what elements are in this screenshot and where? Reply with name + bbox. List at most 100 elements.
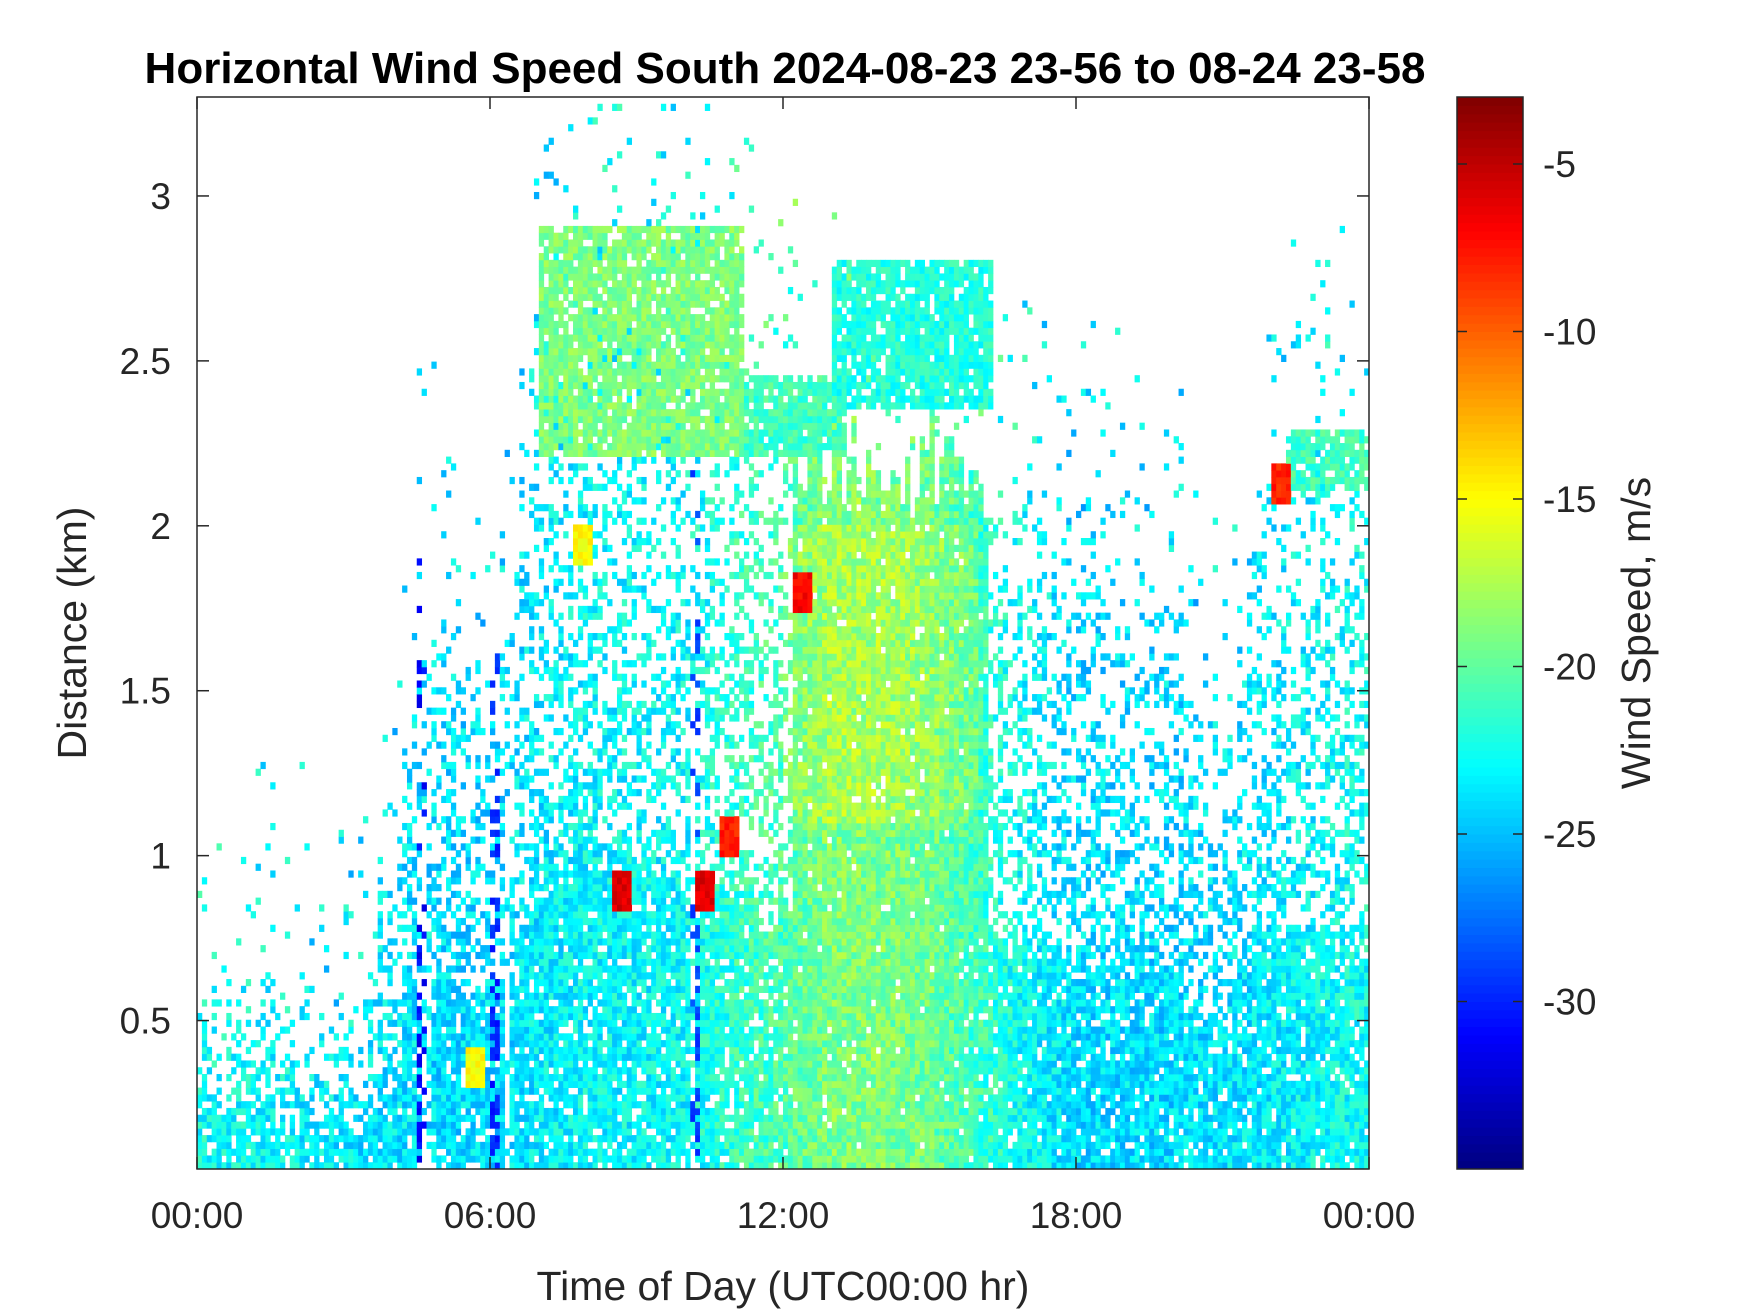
- heatmap-cell: [402, 1141, 408, 1150]
- heatmap-cell: [651, 1107, 657, 1116]
- heatmap-cell: [607, 999, 613, 1007]
- heatmap-cell: [675, 504, 681, 512]
- heatmap-cell: [675, 809, 681, 817]
- heatmap-cell: [695, 1019, 701, 1027]
- heatmap-cell: [685, 300, 691, 308]
- heatmap-cell: [685, 707, 691, 715]
- heatmap-cell: [612, 727, 618, 736]
- heatmap-cell: [626, 368, 633, 376]
- heatmap-cell: [675, 402, 681, 410]
- heatmap-cell: [460, 829, 466, 837]
- heatmap-cell: [441, 761, 447, 770]
- heatmap-cell: [621, 802, 628, 810]
- heatmap-cell: [558, 1080, 564, 1088]
- heatmap-cell: [245, 904, 252, 912]
- heatmap-cell: [695, 1155, 701, 1163]
- heatmap-cell: [587, 361, 593, 369]
- heatmap-cell: [660, 890, 667, 898]
- heatmap-cell: [695, 972, 701, 980]
- heatmap-cell: [446, 571, 452, 580]
- heatmap-cell: [543, 870, 549, 878]
- heatmap-cell: [621, 1101, 628, 1109]
- heatmap-cell: [470, 1148, 476, 1156]
- heatmap-cell: [553, 904, 559, 912]
- heatmap-cell: [548, 225, 554, 234]
- heatmap-cell: [577, 890, 584, 898]
- heatmap-cell: [670, 361, 676, 369]
- heatmap-cell: [387, 1012, 393, 1021]
- heatmap-cell: [685, 483, 691, 491]
- heatmap-cell: [475, 816, 481, 824]
- heatmap-cell: [543, 1012, 549, 1021]
- heatmap-cell: [514, 748, 520, 756]
- heatmap-cell: [607, 1094, 613, 1102]
- heatmap-cell: [563, 931, 569, 939]
- heatmap-cell: [490, 1155, 496, 1163]
- heatmap-cell: [636, 402, 642, 410]
- heatmap-cell: [558, 626, 564, 634]
- heatmap-cell: [607, 951, 613, 960]
- heatmap-cell: [577, 612, 584, 620]
- heatmap-cell: [602, 280, 608, 288]
- heatmap-cell: [646, 280, 652, 288]
- heatmap-cell: [387, 938, 393, 946]
- heatmap-cell: [436, 985, 442, 993]
- heatmap-cell: [533, 1074, 540, 1082]
- heatmap-cell: [670, 510, 676, 519]
- heatmap-cell: [563, 307, 569, 315]
- heatmap-cell: [475, 1060, 481, 1068]
- heatmap-cell: [211, 1101, 217, 1109]
- heatmap-cell: [577, 1026, 584, 1034]
- heatmap-cell: [616, 639, 623, 647]
- heatmap-cell: [641, 341, 647, 349]
- heatmap-cell: [602, 748, 608, 756]
- heatmap-cell: [665, 293, 672, 301]
- heatmap-cell: [626, 273, 633, 281]
- heatmap-cell: [616, 286, 623, 295]
- heatmap-cell: [538, 1074, 545, 1082]
- heatmap-cell: [431, 1067, 437, 1075]
- heatmap-cell: [636, 436, 642, 444]
- heatmap-cell: [636, 517, 642, 525]
- heatmap-cell: [548, 524, 554, 532]
- heatmap-cell: [543, 856, 549, 865]
- heatmap-cell: [626, 334, 633, 342]
- heatmap-cell: [621, 443, 628, 451]
- heatmap-cell: [509, 1121, 515, 1129]
- heatmap-cell: [573, 1094, 579, 1102]
- heatmap-cell: [338, 1148, 344, 1156]
- heatmap-cell: [592, 1135, 598, 1143]
- heatmap-cell: [582, 1141, 589, 1150]
- heatmap-cell: [660, 286, 667, 295]
- heatmap-cell: [651, 850, 657, 858]
- heatmap-cell: [431, 721, 437, 729]
- heatmap-cell: [260, 945, 266, 953]
- heatmap-cell: [656, 972, 662, 980]
- heatmap-cell: [367, 1040, 374, 1048]
- heatmap-cell: [563, 904, 569, 912]
- heatmap-cell: [280, 1128, 286, 1136]
- heatmap-cell: [524, 999, 530, 1007]
- heatmap-cell: [651, 1046, 657, 1055]
- heatmap-cell: [582, 314, 589, 322]
- heatmap-cell: [695, 958, 701, 966]
- heatmap-cell: [460, 727, 466, 736]
- heatmap-cell: [695, 1080, 701, 1088]
- heatmap-cell: [553, 850, 559, 858]
- heatmap-cell: [548, 1019, 554, 1027]
- heatmap-cell: [367, 1162, 374, 1170]
- heatmap-cell: [553, 443, 559, 451]
- heatmap-cell: [577, 334, 584, 342]
- heatmap-cell: [260, 1101, 266, 1109]
- heatmap-cell: [587, 680, 593, 688]
- heatmap-cell: [626, 449, 633, 457]
- heatmap-cell: [685, 361, 691, 369]
- heatmap-cell: [660, 1155, 667, 1163]
- heatmap-cell: [304, 843, 310, 851]
- heatmap-cell: [602, 700, 608, 709]
- heatmap-cell: [685, 972, 691, 980]
- heatmap-cell: [577, 286, 584, 295]
- heatmap-cell: [328, 1107, 335, 1116]
- heatmap-cell: [587, 538, 593, 546]
- heatmap-cell: [548, 714, 554, 722]
